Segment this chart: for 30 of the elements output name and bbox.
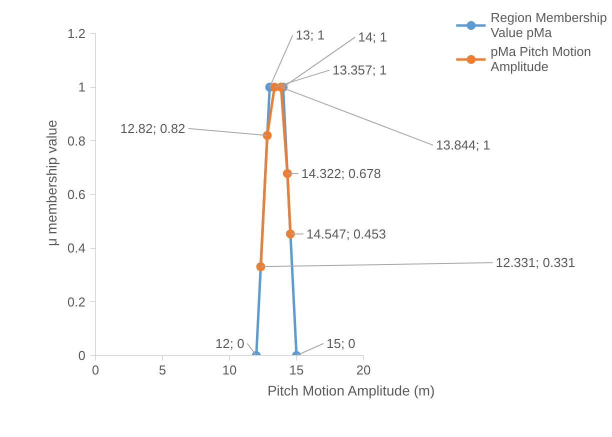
point bbox=[286, 229, 295, 238]
point bbox=[282, 169, 292, 178]
point bbox=[256, 262, 266, 272]
y-tick-label: 0 bbox=[78, 348, 86, 363]
x-tick-label: 5 bbox=[158, 362, 166, 378]
y-tick-label: 1 bbox=[78, 80, 86, 95]
y-tick-label: 0.6 bbox=[67, 187, 86, 202]
x-tick-label: 20 bbox=[356, 362, 371, 378]
data-label: 12.82; 0.82 bbox=[120, 120, 186, 136]
y-tick-label: 0.8 bbox=[67, 133, 86, 148]
data-label: 14; 1 bbox=[358, 30, 388, 45]
legend-label: pMa Pitch Motion Amplitude bbox=[490, 44, 592, 74]
data-label: 13.844; 1 bbox=[436, 138, 490, 153]
data-label: 12; 0 bbox=[215, 336, 244, 351]
y-tick-label: 0.2 bbox=[67, 294, 86, 310]
data-label: 14.547; 0.453 bbox=[306, 226, 386, 242]
data-label: 12.331; 0.331 bbox=[496, 255, 576, 270]
y-tick-label: 0.4 bbox=[67, 240, 86, 256]
data-label: 13.357; 1 bbox=[332, 62, 387, 78]
x-axis-title: Pitch Motion Amplitude (m) bbox=[267, 382, 435, 398]
x-tick-label: 10 bbox=[222, 362, 237, 378]
y-tick-label: 1.2 bbox=[67, 26, 86, 41]
point bbox=[262, 130, 272, 140]
data-label: 14.322; 0.678 bbox=[301, 166, 381, 182]
data-label: 15; 0 bbox=[326, 336, 356, 351]
y-axis-title: μ membership value bbox=[43, 120, 60, 246]
data-label: 13; 1 bbox=[296, 28, 325, 43]
x-tick-label: 0 bbox=[92, 362, 100, 378]
x-tick-label: 15 bbox=[289, 362, 304, 378]
legend-label: Region Membership Value pMa bbox=[490, 10, 607, 40]
